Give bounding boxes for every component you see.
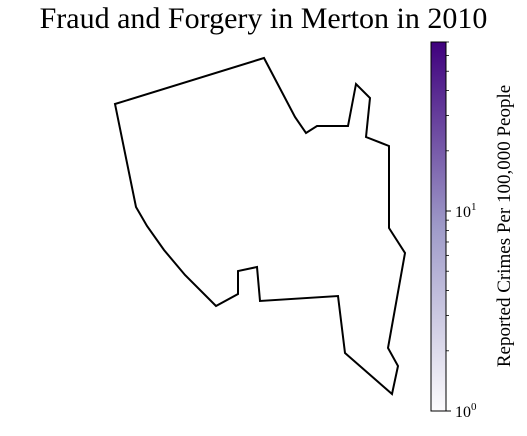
colorbar-ticks: 100 101 <box>446 41 477 421</box>
colorbar <box>430 41 447 412</box>
chart-title: Fraud and Forgery in Merton in 2010 <box>39 2 488 35</box>
colorbar-label: Reported Crimes Per 100,000 People <box>494 84 515 368</box>
colorbar-tick-label: 100 <box>455 401 477 421</box>
colorbar-tick-label: 101 <box>455 201 477 221</box>
merton-boundary <box>113 56 407 396</box>
